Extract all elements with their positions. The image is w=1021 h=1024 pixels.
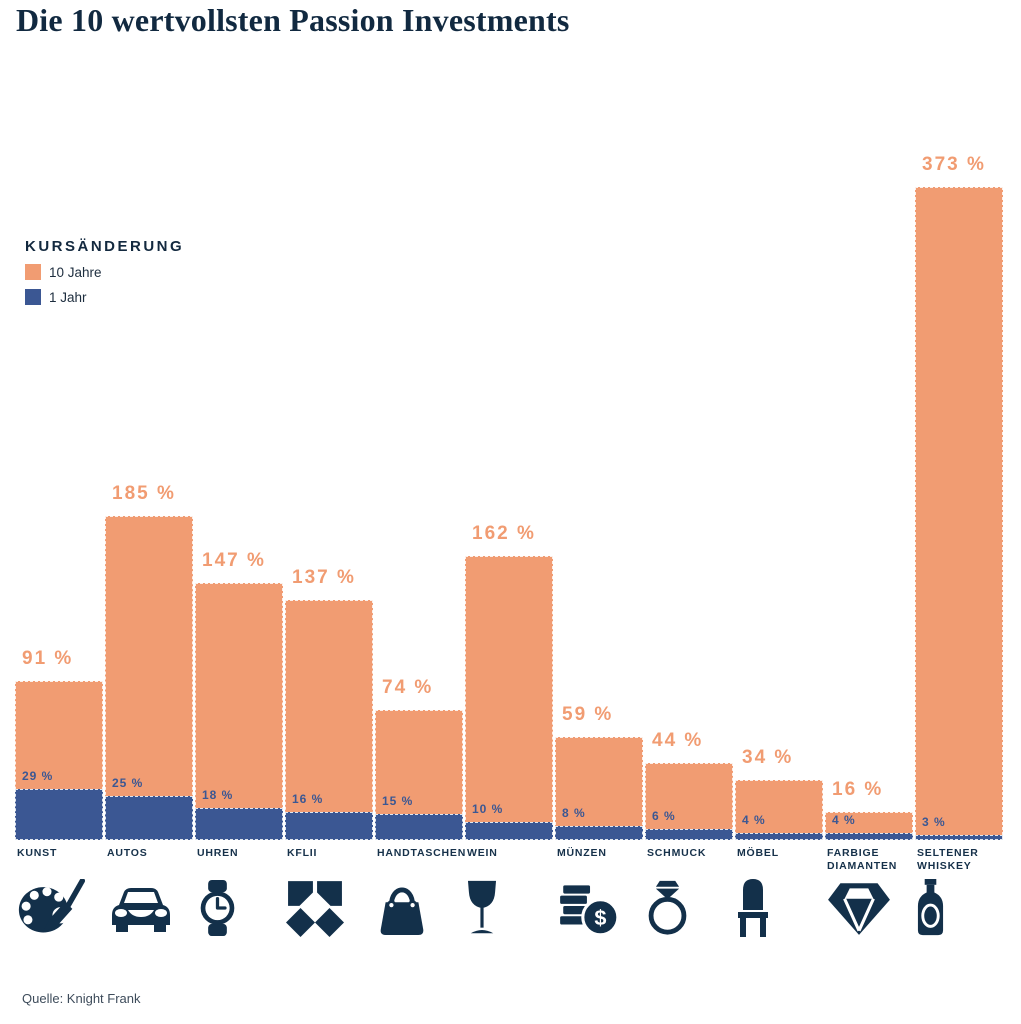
value-label-1-jahr-kunst: 29 % — [22, 769, 54, 784]
legend-label-10-jahre: 10 Jahre — [49, 264, 102, 280]
category-label-seltener-whiskey: SELTENER WHISKEY — [917, 847, 979, 873]
value-label-10-jahre-wein: 162 % — [472, 523, 536, 545]
bar-1-jahr-kflii — [285, 811, 373, 840]
value-label-1-jahr-seltener-whiskey: 3 % — [922, 814, 946, 829]
category-label-autos: AUTOS — [107, 847, 148, 859]
legend-swatch-1-jahr-icon — [25, 289, 41, 305]
bar-1-jahr-handtaschen — [375, 813, 463, 840]
bar-1-jahr-uhren — [195, 808, 283, 840]
car-icon — [106, 879, 176, 937]
bar-1-jahr-wein — [465, 822, 553, 840]
bar-10-jahre-kflii — [285, 600, 373, 840]
page-title: Die 10 wertvollsten Passion Investments — [16, 2, 570, 38]
watch-icon — [196, 879, 239, 937]
bar-1-jahr-schmuck — [645, 829, 733, 840]
art-palette-icon — [16, 879, 87, 937]
legend-label-1-jahr: 1 Jahr — [49, 289, 87, 305]
value-label-1-jahr-münzen: 8 % — [562, 805, 586, 820]
whiskey-bottle-icon — [916, 879, 945, 937]
category-label-uhren: UHREN — [197, 847, 239, 859]
value-label-1-jahr-autos: 25 % — [112, 776, 144, 791]
legend-title: KURSÄNDERUNG — [25, 238, 185, 255]
category-label-kunst: KUNST — [17, 847, 58, 859]
value-label-10-jahre-handtaschen: 74 % — [382, 677, 434, 699]
value-label-1-jahr-handtaschen: 15 % — [382, 793, 414, 808]
bar-10-jahre-uhren — [195, 582, 283, 840]
bar-10-jahre-autos — [105, 516, 193, 840]
diamond-icon — [826, 879, 892, 937]
bar-10-jahre-seltener-whiskey — [915, 186, 1003, 840]
value-label-10-jahre-autos: 185 % — [112, 483, 176, 505]
bar-1-jahr-autos — [105, 796, 193, 840]
bar-1-jahr-kunst — [15, 789, 103, 840]
bar-10-jahre-möbel — [735, 780, 823, 840]
bar-10-jahre-schmuck — [645, 762, 733, 840]
category-label-möbel: MÖBEL — [737, 847, 779, 859]
bar-10-jahre-münzen — [555, 736, 643, 840]
coins-icon — [556, 879, 622, 937]
bar-1-jahr-farbige-diamanten — [825, 832, 913, 840]
value-label-10-jahre-farbige-diamanten: 16 % — [832, 778, 884, 800]
source-note: Quelle: Knight Frank — [22, 991, 141, 1006]
legend-item-1-jahr: 1 Jahr — [25, 289, 184, 305]
value-label-10-jahre-kflii: 137 % — [292, 567, 356, 589]
bar-1-jahr-seltener-whiskey — [915, 834, 1003, 840]
ring-icon — [646, 879, 689, 937]
value-label-10-jahre-uhren: 147 % — [202, 549, 266, 571]
bar-1-jahr-münzen — [555, 825, 643, 840]
category-label-münzen: MÜNZEN — [557, 847, 607, 859]
value-label-1-jahr-wein: 10 % — [472, 802, 504, 817]
value-label-1-jahr-schmuck: 6 % — [652, 809, 676, 824]
kflii-logo-icon — [286, 879, 344, 937]
value-label-10-jahre-möbel: 34 % — [742, 747, 794, 769]
value-label-1-jahr-farbige-diamanten: 4 % — [832, 812, 856, 827]
bar-1-jahr-möbel — [735, 832, 823, 840]
legend: KURSÄNDERUNG 10 Jahre 1 Jahr — [25, 238, 184, 305]
wine-glass-icon — [466, 879, 498, 937]
legend-swatch-10-jahre-icon — [25, 264, 41, 280]
value-label-1-jahr-uhren: 18 % — [202, 788, 234, 803]
value-label-10-jahre-schmuck: 44 % — [652, 729, 704, 751]
category-label-farbige-diamanten: FARBIGE DIAMANTEN — [827, 847, 898, 873]
value-label-1-jahr-kflii: 16 % — [292, 791, 324, 806]
chair-icon — [736, 879, 770, 937]
handbag-icon — [376, 879, 428, 937]
value-label-10-jahre-seltener-whiskey: 373 % — [922, 153, 986, 175]
category-label-schmuck: SCHMUCK — [647, 847, 707, 859]
category-label-wein: WEIN — [467, 847, 498, 859]
category-label-kflii: KFLII — [287, 847, 318, 859]
value-label-10-jahre-kunst: 91 % — [22, 647, 74, 669]
value-label-1-jahr-möbel: 4 % — [742, 812, 766, 827]
category-label-handtaschen: HANDTASCHEN — [377, 847, 467, 859]
value-label-10-jahre-münzen: 59 % — [562, 703, 614, 725]
bar-10-jahre-wein — [465, 556, 553, 840]
legend-item-10-jahre: 10 Jahre — [25, 264, 184, 280]
